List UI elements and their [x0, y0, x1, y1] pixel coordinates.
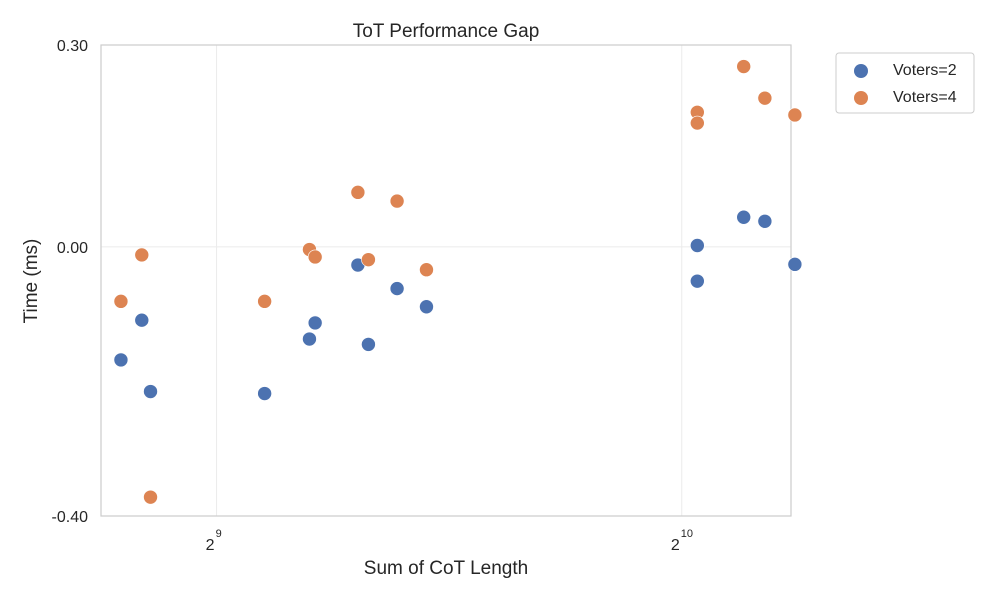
point-series-2	[113, 294, 129, 309]
y-tick-labels: 0.30 0.00 -0.40	[52, 38, 89, 526]
point-series-1	[757, 213, 773, 229]
point-series-2	[736, 59, 752, 74]
point-series-1	[143, 384, 158, 399]
chart-title: ToT Performance Gap	[353, 21, 540, 42]
x-tick-exponent: 10	[681, 528, 693, 540]
x-tick-label: 2	[671, 537, 680, 554]
legend: Voters=2 Voters=4	[835, 52, 975, 114]
point-series-1	[113, 352, 129, 368]
plot-area-frame	[100, 44, 792, 517]
point-series-1	[302, 331, 317, 347]
point-series-2	[143, 489, 158, 505]
data-points	[113, 59, 803, 505]
point-series-1	[134, 312, 150, 328]
point-series-1	[361, 337, 376, 352]
point-series-2	[307, 249, 323, 265]
point-series-1	[690, 273, 705, 289]
point-series-2	[134, 247, 150, 263]
point-series-2	[690, 115, 705, 131]
y-tick-label: -0.40	[52, 509, 89, 526]
x-axis-label: Sum of CoT Length	[364, 558, 528, 579]
point-series-1	[690, 238, 705, 253]
legend-marker-voters-2	[854, 64, 868, 78]
point-series-2	[419, 262, 434, 278]
point-series-1	[736, 209, 752, 225]
y-tick-label: 0.30	[57, 38, 88, 55]
legend-label-voters-2: Voters=2	[893, 62, 957, 79]
x-tick-label: 2	[206, 537, 215, 554]
point-series-1	[389, 281, 405, 296]
y-axis-label: Time (ms)	[21, 239, 42, 324]
legend-marker-voters-4	[854, 91, 868, 105]
point-series-2	[350, 185, 366, 200]
y-tick-label: 0.00	[57, 240, 88, 257]
point-series-1	[257, 386, 272, 401]
x-tick-exponent: 9	[216, 528, 222, 540]
point-series-1	[307, 315, 323, 331]
point-series-2	[757, 90, 773, 106]
point-series-1	[419, 299, 434, 315]
point-series-2	[257, 294, 272, 309]
point-series-2	[787, 107, 803, 123]
legend-box	[835, 52, 975, 114]
point-series-2	[361, 252, 376, 267]
point-series-1	[787, 257, 803, 272]
point-series-2	[389, 193, 405, 209]
legend-label-voters-4: Voters=4	[893, 89, 957, 106]
